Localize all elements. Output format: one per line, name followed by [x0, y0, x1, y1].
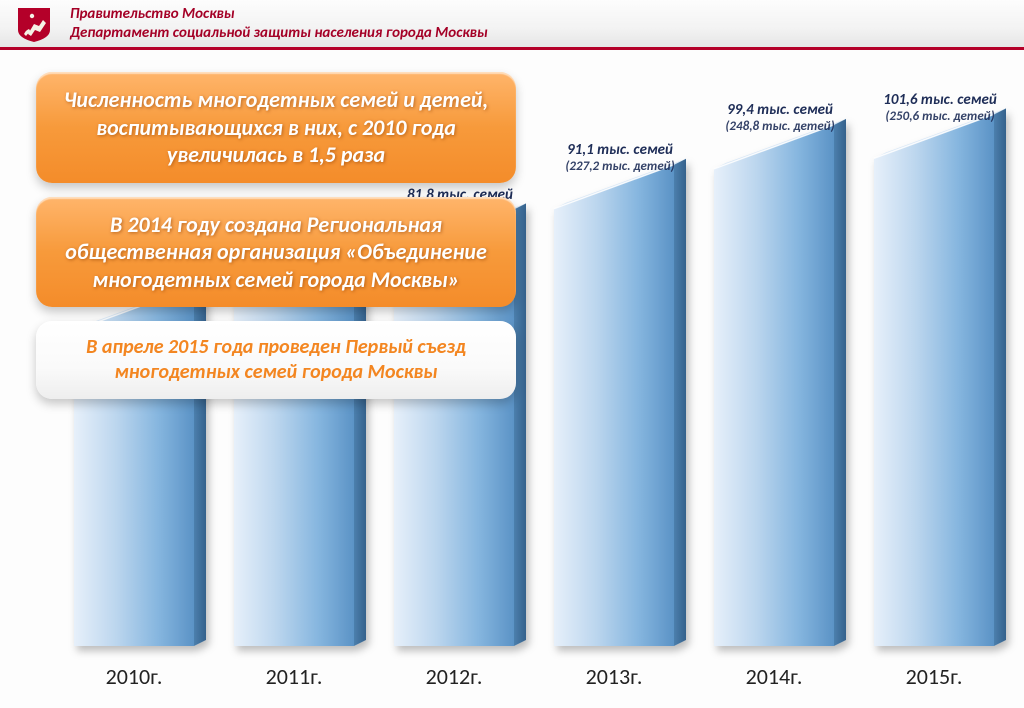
bar-label-families: 101,6 тыс. семей: [860, 91, 1020, 109]
bar-label-4: 99,4 тыс. семей(248,8 тыс. детей): [700, 101, 860, 135]
year-label-4: 2014г.: [704, 663, 844, 690]
page-header: Правительство Москвы Департамент социаль…: [0, 0, 1024, 50]
bar-4: [714, 119, 846, 646]
callout-2: В 2014 году создана Региональная обществ…: [36, 197, 516, 308]
moscow-crest-icon: [14, 4, 54, 44]
bar-label-children: (227,2 тыс. детей): [540, 159, 700, 175]
bar-label-families: 91,1 тыс. семей: [540, 141, 700, 159]
bar-5: [874, 108, 1006, 646]
year-label-0: 2010г.: [64, 663, 204, 690]
header-text: Правительство Москвы Департамент социаль…: [70, 5, 488, 43]
callout-3: В апреле 2015 года проведен Первый съезд…: [36, 321, 516, 399]
year-label-5: 2015г.: [864, 663, 1004, 690]
header-line2: Департамент социальной защиты населения …: [70, 24, 488, 43]
bar-label-5: 101,6 тыс. семей(250,6 тыс. детей): [860, 91, 1020, 125]
bar-label-children: (250,6 тыс. детей): [860, 109, 1020, 125]
year-label-3: 2013г.: [544, 663, 684, 690]
callouts: Численность многодетных семей и детей, в…: [36, 72, 516, 413]
year-label-2: 2012г.: [384, 663, 524, 690]
bar-label-families: 99,4 тыс. семей: [700, 101, 860, 119]
bar-3: [554, 159, 686, 646]
bar-label-children: (248,8 тыс. детей): [700, 119, 860, 135]
bar-label-3: 91,1 тыс. семей(227,2 тыс. детей): [540, 141, 700, 175]
header-line1: Правительство Москвы: [70, 5, 488, 24]
year-label-1: 2011г.: [224, 663, 364, 690]
callout-1: Численность многодетных семей и детей, в…: [36, 72, 516, 183]
